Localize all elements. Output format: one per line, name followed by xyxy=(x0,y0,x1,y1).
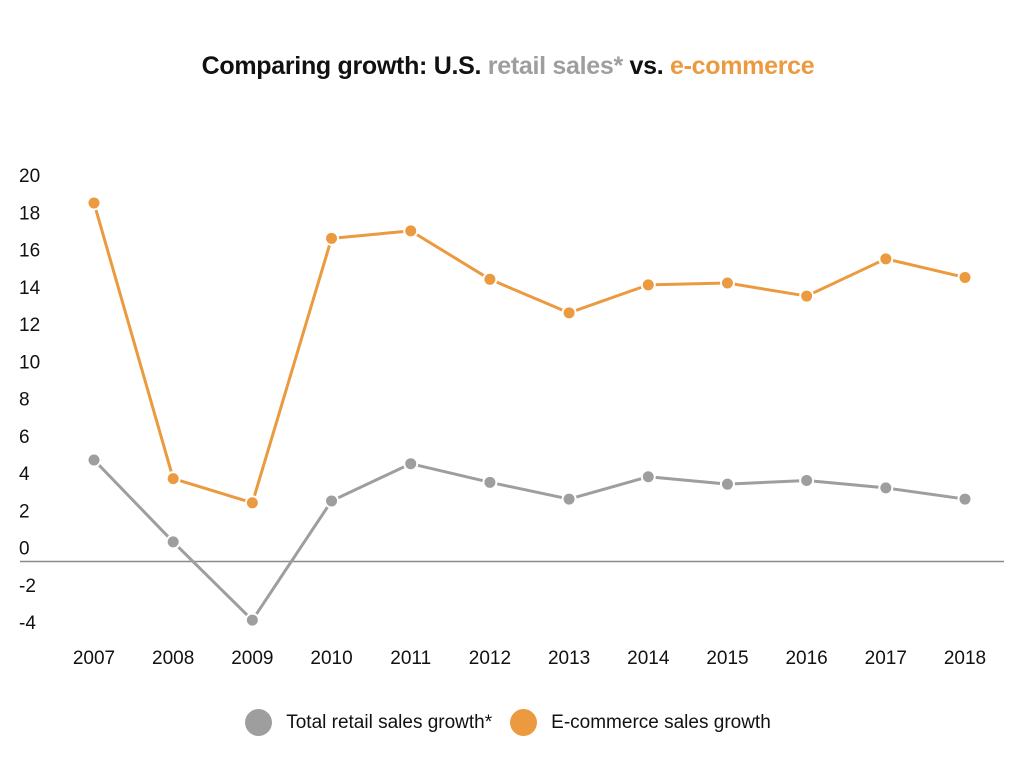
y-tick-label: 14 xyxy=(19,278,41,299)
x-tick-label: 2007 xyxy=(73,648,115,669)
x-tick-label: 2013 xyxy=(548,648,590,669)
x-tick-label: 2015 xyxy=(706,648,748,669)
y-tick-label: 18 xyxy=(19,203,40,224)
x-tick-label: 2008 xyxy=(152,648,194,669)
data-point-ecommerce[interactable] xyxy=(165,471,181,487)
data-point-retail[interactable] xyxy=(324,493,340,509)
series-line-ecommerce xyxy=(92,202,966,505)
data-point-retail[interactable] xyxy=(244,612,260,628)
x-tick-label: 2018 xyxy=(944,648,986,669)
data-point-ecommerce[interactable] xyxy=(878,251,894,267)
legend-item-retail: Total retail sales growth* xyxy=(245,709,492,736)
data-point-retail[interactable] xyxy=(165,534,181,550)
series-line-retail xyxy=(92,458,966,622)
x-tick-label: 2011 xyxy=(390,648,431,669)
data-point-ecommerce[interactable] xyxy=(640,277,656,293)
data-point-ecommerce[interactable] xyxy=(957,269,973,285)
data-point-ecommerce[interactable] xyxy=(244,495,260,511)
chart-title: Comparing growth: U.S. retail sales* vs.… xyxy=(0,52,1016,81)
data-point-retail[interactable] xyxy=(799,472,815,488)
y-tick-label: 16 xyxy=(19,241,40,262)
y-tick-label: -4 xyxy=(19,613,36,634)
y-tick-label: 8 xyxy=(19,390,30,411)
series-retail xyxy=(86,452,973,628)
x-tick-label: 2016 xyxy=(785,648,827,669)
x-tick-label: 2012 xyxy=(469,648,511,669)
x-tick-label: 2009 xyxy=(231,648,273,669)
data-point-ecommerce[interactable] xyxy=(403,223,419,239)
title-part-retail: retail sales* xyxy=(487,52,623,80)
data-point-retail[interactable] xyxy=(86,452,102,468)
series-layer xyxy=(86,195,973,628)
data-point-retail[interactable] xyxy=(719,476,735,492)
data-point-retail[interactable] xyxy=(957,491,973,507)
legend-label-ecommerce: E-commerce sales growth xyxy=(551,711,771,733)
data-point-ecommerce[interactable] xyxy=(719,275,735,291)
data-point-retail[interactable] xyxy=(403,456,419,472)
legend-label-retail: Total retail sales growth* xyxy=(286,711,493,733)
x-tick-label: 2010 xyxy=(310,648,352,669)
y-tick-label: 2 xyxy=(19,501,30,522)
title-part-1: Comparing growth: U.S. xyxy=(201,52,488,80)
data-point-retail[interactable] xyxy=(878,480,894,496)
legend-swatch-retail xyxy=(245,709,273,736)
x-tick-label: 2014 xyxy=(627,648,670,669)
y-tick-label: 10 xyxy=(19,352,40,373)
data-point-ecommerce[interactable] xyxy=(561,305,577,321)
x-axis-ticks: 2007 2008 2009 2010 2011 2012 2013 2014 2015 2016… xyxy=(73,648,986,669)
data-point-retail[interactable] xyxy=(482,474,498,490)
legend-swatch-ecommerce xyxy=(510,709,538,736)
y-tick-label: 0 xyxy=(19,539,30,560)
title-part-ecommerce: e-commerce xyxy=(670,52,815,80)
y-tick-label: 12 xyxy=(19,315,40,336)
y-tick-label: -2 xyxy=(19,576,36,597)
data-point-ecommerce[interactable] xyxy=(482,271,498,287)
legend-item-ecommerce: E-commerce sales growth xyxy=(510,709,771,736)
data-point-retail[interactable] xyxy=(561,491,577,507)
y-tick-label: 4 xyxy=(19,464,30,485)
data-point-retail[interactable] xyxy=(640,469,656,485)
legend: Total retail sales growth* E-commerce sa… xyxy=(0,709,1016,736)
data-point-ecommerce[interactable] xyxy=(324,230,340,246)
y-tick-label: 6 xyxy=(19,427,30,448)
y-tick-label: 20 xyxy=(19,166,40,187)
title-part-3: vs. xyxy=(622,52,671,80)
data-point-ecommerce[interactable] xyxy=(86,195,102,211)
x-tick-label: 2017 xyxy=(865,648,907,669)
series-ecommerce xyxy=(86,195,973,511)
data-point-ecommerce[interactable] xyxy=(799,288,815,304)
